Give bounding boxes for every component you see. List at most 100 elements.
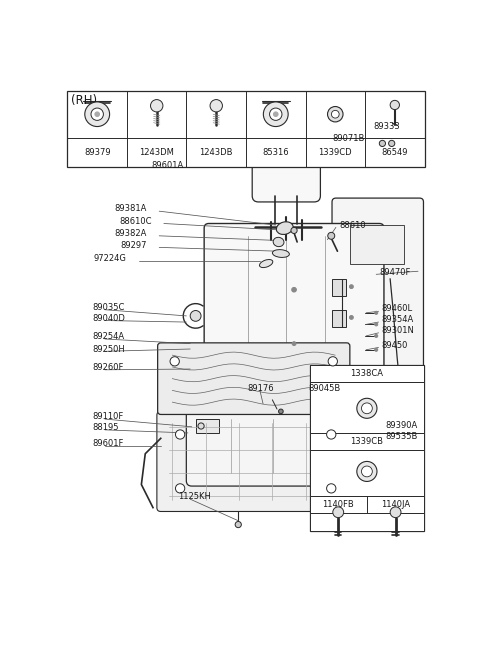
- Circle shape: [274, 112, 278, 116]
- Circle shape: [190, 310, 201, 321]
- Circle shape: [327, 106, 343, 122]
- Bar: [310, 433, 424, 450]
- Text: 1243DB: 1243DB: [200, 148, 233, 157]
- Text: 89260F: 89260F: [93, 363, 124, 372]
- Text: 89176: 89176: [248, 384, 274, 393]
- Circle shape: [235, 522, 241, 528]
- Circle shape: [357, 462, 377, 482]
- FancyBboxPatch shape: [157, 343, 350, 415]
- Circle shape: [91, 108, 103, 120]
- Circle shape: [198, 423, 204, 429]
- Bar: [310, 450, 424, 496]
- Circle shape: [379, 140, 385, 147]
- Ellipse shape: [260, 260, 273, 268]
- Circle shape: [331, 110, 339, 118]
- Text: 89601F: 89601F: [93, 440, 124, 448]
- Circle shape: [326, 430, 336, 439]
- Circle shape: [328, 357, 337, 366]
- Circle shape: [292, 342, 296, 346]
- Text: 97224G: 97224G: [94, 254, 127, 264]
- Text: 1125KH: 1125KH: [178, 492, 211, 501]
- Bar: [332, 279, 346, 296]
- Text: 89035C: 89035C: [93, 303, 125, 312]
- Ellipse shape: [276, 222, 293, 234]
- Circle shape: [95, 112, 99, 116]
- Text: 89110F: 89110F: [93, 412, 124, 421]
- Circle shape: [176, 430, 185, 439]
- Circle shape: [390, 100, 399, 110]
- Circle shape: [270, 108, 282, 120]
- Bar: [310, 365, 424, 531]
- Bar: [310, 513, 424, 531]
- FancyBboxPatch shape: [204, 223, 384, 417]
- Text: 1140JA: 1140JA: [381, 500, 410, 509]
- Circle shape: [389, 140, 395, 147]
- Bar: [310, 496, 424, 513]
- Text: 1338CA: 1338CA: [350, 369, 384, 378]
- FancyBboxPatch shape: [332, 198, 423, 375]
- Circle shape: [357, 398, 377, 418]
- Text: 1140FB: 1140FB: [323, 500, 354, 509]
- Bar: [310, 365, 424, 382]
- Ellipse shape: [272, 250, 289, 258]
- Text: 89535B: 89535B: [385, 432, 418, 440]
- Circle shape: [361, 466, 372, 477]
- Bar: [350, 225, 404, 264]
- Text: 89040D: 89040D: [93, 314, 125, 322]
- Text: 89390A: 89390A: [385, 421, 418, 429]
- FancyBboxPatch shape: [252, 147, 321, 202]
- Circle shape: [176, 484, 185, 493]
- Text: 89071B: 89071B: [332, 134, 365, 143]
- FancyBboxPatch shape: [186, 406, 360, 486]
- Bar: [67, 90, 424, 167]
- Text: 85316: 85316: [263, 148, 289, 157]
- Text: 89601A: 89601A: [151, 161, 183, 170]
- Text: 89333: 89333: [373, 122, 400, 131]
- Circle shape: [151, 100, 163, 112]
- Circle shape: [292, 288, 296, 292]
- Circle shape: [264, 102, 288, 126]
- Circle shape: [328, 232, 335, 240]
- Circle shape: [278, 409, 283, 413]
- Text: 89450: 89450: [382, 341, 408, 350]
- Circle shape: [326, 484, 336, 493]
- Text: 1339CB: 1339CB: [350, 437, 384, 446]
- Circle shape: [85, 102, 109, 126]
- Circle shape: [390, 507, 401, 518]
- Circle shape: [361, 403, 372, 413]
- Text: (RH): (RH): [71, 94, 97, 107]
- Circle shape: [170, 357, 180, 366]
- Circle shape: [210, 100, 222, 112]
- Text: 89379: 89379: [84, 148, 110, 157]
- Text: 89250H: 89250H: [93, 345, 125, 353]
- Text: 88195: 88195: [93, 423, 119, 432]
- Circle shape: [333, 507, 344, 518]
- Text: 89301N: 89301N: [382, 326, 415, 335]
- Circle shape: [375, 334, 378, 337]
- Text: 89382A: 89382A: [114, 229, 147, 238]
- Bar: [385, 442, 403, 453]
- Circle shape: [349, 285, 353, 288]
- Circle shape: [375, 323, 378, 326]
- Text: 89381A: 89381A: [114, 204, 147, 213]
- Text: 86549: 86549: [382, 148, 408, 157]
- Bar: [332, 310, 346, 326]
- Text: 89354A: 89354A: [382, 315, 414, 324]
- Circle shape: [349, 316, 353, 319]
- Bar: [378, 136, 398, 151]
- Ellipse shape: [324, 442, 346, 474]
- Text: 89460L: 89460L: [382, 304, 413, 314]
- Text: 89045B: 89045B: [308, 384, 340, 393]
- Bar: [196, 419, 219, 433]
- Text: 88610: 88610: [339, 221, 366, 229]
- Circle shape: [375, 349, 378, 351]
- Circle shape: [291, 227, 297, 233]
- Text: 89297: 89297: [120, 241, 147, 250]
- FancyBboxPatch shape: [157, 411, 355, 512]
- Circle shape: [375, 311, 378, 314]
- Text: 1339CD: 1339CD: [318, 148, 352, 157]
- Text: 89470F: 89470F: [379, 268, 411, 277]
- Bar: [310, 382, 424, 433]
- Text: 89254A: 89254A: [93, 332, 125, 341]
- Ellipse shape: [273, 237, 284, 247]
